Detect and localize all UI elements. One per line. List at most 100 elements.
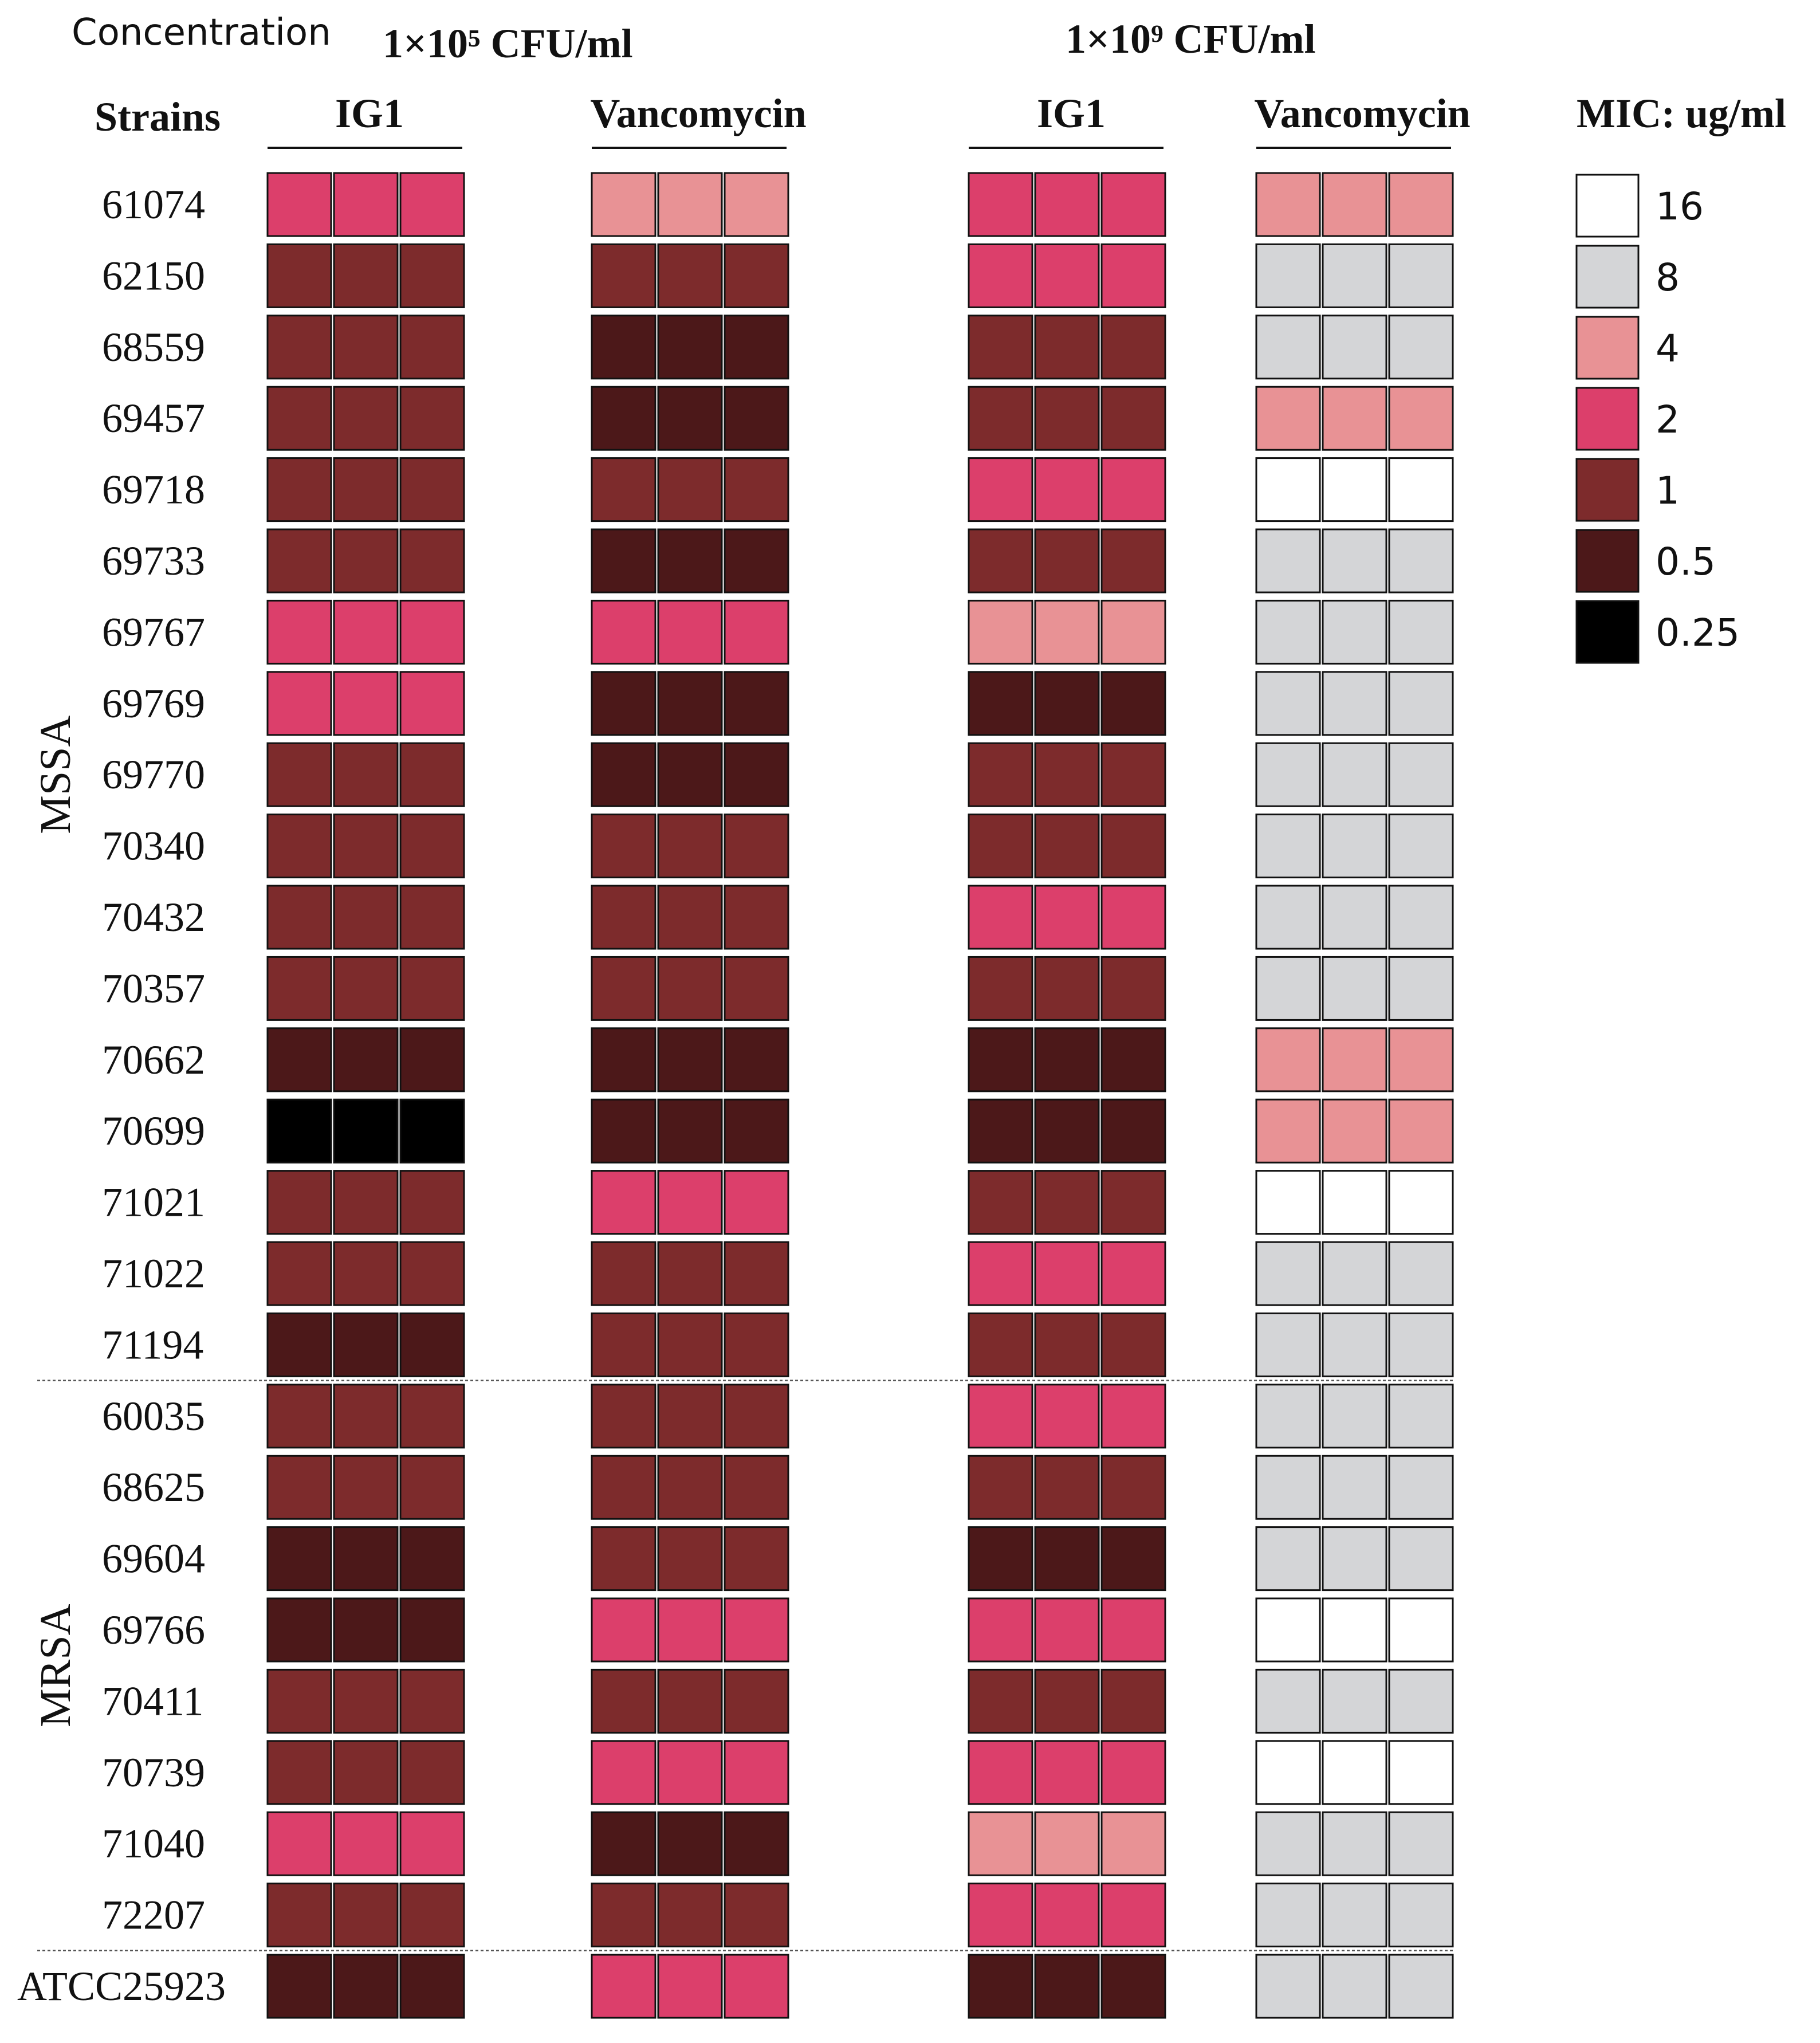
heatmap-cell xyxy=(1388,1954,1454,2019)
strain-label: 71194 xyxy=(102,1322,203,1368)
heatmap-cell xyxy=(1388,243,1454,308)
heatmap-cell xyxy=(1388,1526,1454,1592)
heatmap-cell xyxy=(657,742,723,807)
heatmap-cell xyxy=(266,671,332,736)
heatmap-cell xyxy=(399,1811,465,1876)
heatmap-cell xyxy=(968,243,1033,308)
heatmap-cell xyxy=(266,243,332,308)
heatmap-cell xyxy=(1255,885,1321,950)
heatmap-cell xyxy=(591,1597,657,1663)
heatmap-cell xyxy=(399,386,465,451)
heatmap-cell xyxy=(333,172,399,237)
heatmap-cell xyxy=(591,1170,657,1235)
heatmap-cell xyxy=(724,1170,789,1235)
heatmap-cell xyxy=(333,885,399,950)
heatmap-cell xyxy=(399,742,465,807)
heatmap-cell xyxy=(399,956,465,1021)
heatmap-cell xyxy=(1255,1526,1321,1592)
strain-label: 69767 xyxy=(102,609,205,655)
heatmap-cell xyxy=(657,528,723,594)
heatmap-cell xyxy=(591,1811,657,1876)
heatmap-cell xyxy=(657,671,723,736)
legend-label: 1 xyxy=(1656,469,1680,513)
heatmap-cell xyxy=(1100,1312,1166,1377)
heatmap-cell xyxy=(724,386,789,451)
heatmap-cell xyxy=(968,1312,1033,1377)
heatmap-cell xyxy=(1255,1668,1321,1734)
heatmap-cell xyxy=(968,671,1033,736)
heatmap-cell xyxy=(657,243,723,308)
heatmap-cell xyxy=(1034,1954,1100,2019)
heatmap-cell xyxy=(968,742,1033,807)
heatmap-cell xyxy=(333,1455,399,1520)
heatmap-cell xyxy=(1322,172,1387,237)
heatmap-cell xyxy=(968,1027,1033,1093)
heatmap-cell xyxy=(399,1954,465,2019)
heatmap-cell xyxy=(266,599,332,665)
heatmap-cell xyxy=(591,671,657,736)
heatmap-cell xyxy=(724,1740,789,1805)
heatmap-cell xyxy=(399,1597,465,1663)
heatmap-cell xyxy=(968,1883,1033,1948)
heatmap-cell xyxy=(968,1455,1033,1520)
strain-label: 70699 xyxy=(102,1108,205,1154)
heatmap-cell xyxy=(1034,885,1100,950)
heatmap-cell xyxy=(333,599,399,665)
legend-title: MIC: ug/ml xyxy=(1577,91,1786,136)
heatmap-cell xyxy=(724,885,789,950)
heatmap-cell xyxy=(591,885,657,950)
heatmap-cell xyxy=(333,1526,399,1592)
heatmap-cell xyxy=(657,1954,723,2019)
heatmap-cell xyxy=(1100,386,1166,451)
heatmap-cell xyxy=(1034,1455,1100,1520)
heatmap-cell xyxy=(1100,243,1166,308)
heatmap-cell xyxy=(1388,1384,1454,1449)
heatmap-cell xyxy=(724,1312,789,1377)
heatmap-cell xyxy=(333,1954,399,2019)
heatmap-cell xyxy=(1255,1241,1321,1306)
heatmap-cell xyxy=(1388,956,1454,1021)
heatmap-cell xyxy=(1322,1740,1387,1805)
strain-label: 69733 xyxy=(102,538,205,584)
heatmap-cell xyxy=(399,1740,465,1805)
heatmap-cell xyxy=(333,1597,399,1663)
heatmap-cell xyxy=(1388,671,1454,736)
heatmap-cell xyxy=(1255,528,1321,594)
heatmap-cell xyxy=(333,1811,399,1876)
heatmap-cell xyxy=(1034,1170,1100,1235)
heatmap-cell xyxy=(1322,1455,1387,1520)
heatmap-cell xyxy=(266,1241,332,1306)
heatmap-cell xyxy=(399,1170,465,1235)
heatmap-cell xyxy=(1388,1455,1454,1520)
heatmap-cell xyxy=(968,172,1033,237)
heatmap-cell xyxy=(333,1098,399,1164)
heatmap-cell xyxy=(591,1027,657,1093)
heatmap-cell xyxy=(333,1668,399,1734)
heatmap-cell xyxy=(1100,1170,1166,1235)
heatmap-cell xyxy=(1255,742,1321,807)
heatmap-cell xyxy=(1100,956,1166,1021)
heatmap-cell xyxy=(1322,671,1387,736)
heatmap-cell xyxy=(968,956,1033,1021)
heatmap-cell xyxy=(968,1811,1033,1876)
heatmap-cell xyxy=(1100,1384,1166,1449)
heatmap-cell xyxy=(333,1883,399,1948)
heatmap-cell xyxy=(399,457,465,522)
heatmap-cell xyxy=(1388,742,1454,807)
heatmap-cell xyxy=(333,1384,399,1449)
heatmap-cell xyxy=(1388,1170,1454,1235)
heatmap-cell xyxy=(1255,1170,1321,1235)
heatmap-cell xyxy=(1322,528,1387,594)
heatmap-cell xyxy=(591,528,657,594)
heatmap-cell xyxy=(1322,1312,1387,1377)
heatmap-cell xyxy=(399,1384,465,1449)
heatmap-cell xyxy=(333,671,399,736)
legend-swatch xyxy=(1575,529,1640,593)
heatmap-cell xyxy=(1388,1241,1454,1306)
heatmap-cell xyxy=(1255,1098,1321,1164)
strain-label: 71021 xyxy=(102,1180,205,1225)
legend-swatch xyxy=(1575,174,1640,238)
heatmap-cell xyxy=(591,1455,657,1520)
strain-label: 61074 xyxy=(102,182,205,227)
heatmap-cell xyxy=(1100,1027,1166,1093)
